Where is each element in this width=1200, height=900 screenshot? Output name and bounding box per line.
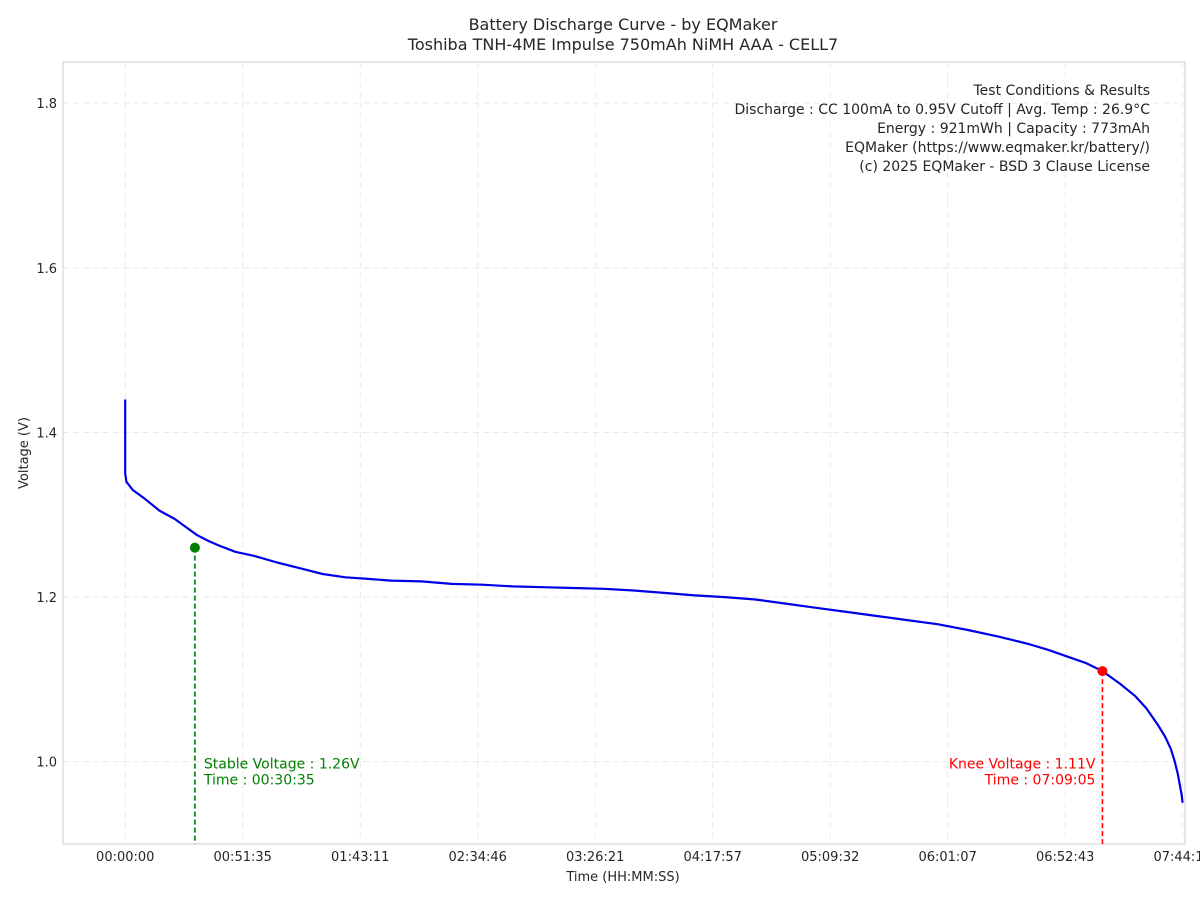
x-axis-label: Time (HH:MM:SS) [565, 870, 679, 885]
stable-point [189, 542, 200, 553]
y-tick-label: 1.2 [36, 591, 57, 606]
y-axis-label: Voltage (V) [17, 417, 32, 489]
knee-voltage-label: Knee Voltage : 1.11V [949, 757, 1096, 773]
x-tick-label: 05:09:32 [801, 850, 859, 865]
y-tick-labels: 1.0 1.2 1.4 1.6 1.8 [36, 97, 57, 771]
chart-title: Battery Discharge Curve - by EQMaker [469, 15, 778, 34]
series-layer [124, 399, 1184, 803]
knee-point [1097, 666, 1108, 677]
x-tick-label: 06:52:43 [1036, 850, 1094, 865]
x-tick-label: 00:00:00 [96, 850, 154, 865]
plot-area [62, 61, 1186, 845]
x-tick-label: 03:26:21 [566, 850, 624, 865]
y-tick-label: 1.8 [36, 97, 57, 112]
stable-time-label: Time : 00:30:35 [203, 773, 315, 789]
stable-voltage-label: Stable Voltage : 1.26V [204, 757, 360, 773]
x-tick-label: 06:01:07 [918, 850, 976, 865]
x-tick-label: 07:44:18 [1153, 850, 1200, 865]
x-tick-label: 04:17:57 [684, 850, 742, 865]
x-tick-label: 02:34:46 [449, 850, 507, 865]
info-line: Discharge : CC 100mA to 0.95V Cutoff | A… [734, 102, 1150, 118]
y-tick-label: 1.0 [36, 756, 57, 771]
info-line: (c) 2025 EQMaker - BSD 3 Clause License [859, 159, 1150, 175]
x-tick-label: 00:51:35 [214, 850, 272, 865]
info-line: EQMaker (https://www.eqmaker.kr/battery/… [845, 140, 1150, 156]
chart-subtitle: Toshiba TNH-4ME Impulse 750mAh NiMH AAA … [407, 35, 838, 54]
knee-time-label: Time : 07:09:05 [984, 773, 1096, 789]
y-tick-label: 1.4 [36, 426, 57, 441]
info-line: Energy : 921mWh | Capacity : 773mAh [877, 121, 1150, 137]
grid [63, 62, 1185, 844]
info-line: Test Conditions & Results [973, 83, 1151, 99]
voltage-line [124, 399, 1184, 803]
x-tick-label: 01:43:11 [331, 850, 389, 865]
y-tick-label: 1.6 [36, 262, 57, 277]
x-tick-labels: 00:00:00 00:51:35 01:43:11 02:34:46 03:26:21… [96, 850, 1200, 865]
info-box: Test Conditions & Results Discharge : CC … [734, 83, 1150, 175]
